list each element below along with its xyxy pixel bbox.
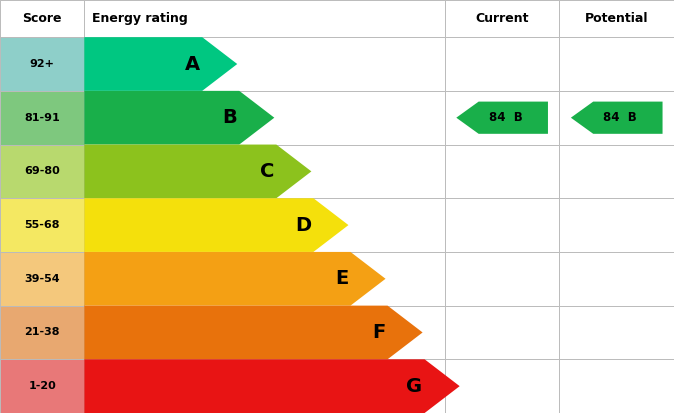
Bar	[559, 306, 674, 359]
Bar	[84, 198, 445, 252]
Polygon shape	[84, 306, 423, 359]
Bar	[0, 91, 84, 145]
Polygon shape	[84, 37, 237, 91]
Bar	[84, 145, 445, 198]
Bar	[84, 252, 445, 306]
Text: 81-91: 81-91	[24, 113, 60, 123]
Text: F: F	[372, 323, 386, 342]
Bar	[0, 252, 84, 306]
Polygon shape	[84, 145, 311, 198]
Text: G: G	[406, 377, 423, 396]
Text: 69-80: 69-80	[24, 166, 60, 176]
Text: 1-20: 1-20	[28, 381, 56, 391]
Text: Score: Score	[22, 12, 62, 25]
Polygon shape	[456, 102, 548, 134]
Bar	[559, 252, 674, 306]
Text: 39-54: 39-54	[24, 274, 60, 284]
Bar	[84, 91, 445, 145]
Bar	[445, 252, 559, 306]
Bar	[559, 145, 674, 198]
Bar	[445, 306, 559, 359]
Bar	[559, 198, 674, 252]
Text: B: B	[222, 108, 237, 127]
Polygon shape	[84, 359, 460, 413]
Bar	[445, 198, 559, 252]
Polygon shape	[84, 252, 386, 306]
Text: D: D	[295, 216, 311, 235]
Polygon shape	[571, 102, 663, 134]
Text: 92+: 92+	[30, 59, 55, 69]
Bar	[0, 0, 84, 37]
Text: A: A	[185, 55, 200, 74]
Bar	[0, 359, 84, 413]
Text: Current: Current	[475, 12, 529, 25]
Bar	[445, 0, 559, 37]
Text: C: C	[260, 162, 274, 181]
Bar	[84, 359, 445, 413]
Bar	[559, 359, 674, 413]
Text: 84  B: 84 B	[603, 111, 637, 124]
Bar	[0, 37, 84, 91]
Bar	[84, 37, 445, 91]
Bar	[0, 145, 84, 198]
Polygon shape	[84, 198, 348, 252]
Text: 84  B: 84 B	[489, 111, 522, 124]
Polygon shape	[84, 91, 274, 145]
Bar	[445, 91, 559, 145]
Bar	[559, 91, 674, 145]
Bar	[84, 306, 445, 359]
Bar	[559, 37, 674, 91]
Bar	[445, 359, 559, 413]
Text: 55-68: 55-68	[24, 220, 60, 230]
Text: Potential: Potential	[585, 12, 648, 25]
Text: Energy rating: Energy rating	[92, 12, 188, 25]
Bar	[0, 198, 84, 252]
Bar	[84, 0, 445, 37]
Text: 21-38: 21-38	[24, 328, 60, 337]
Bar	[445, 37, 559, 91]
Bar	[559, 0, 674, 37]
Bar	[445, 145, 559, 198]
Bar	[0, 306, 84, 359]
Text: E: E	[335, 269, 348, 288]
